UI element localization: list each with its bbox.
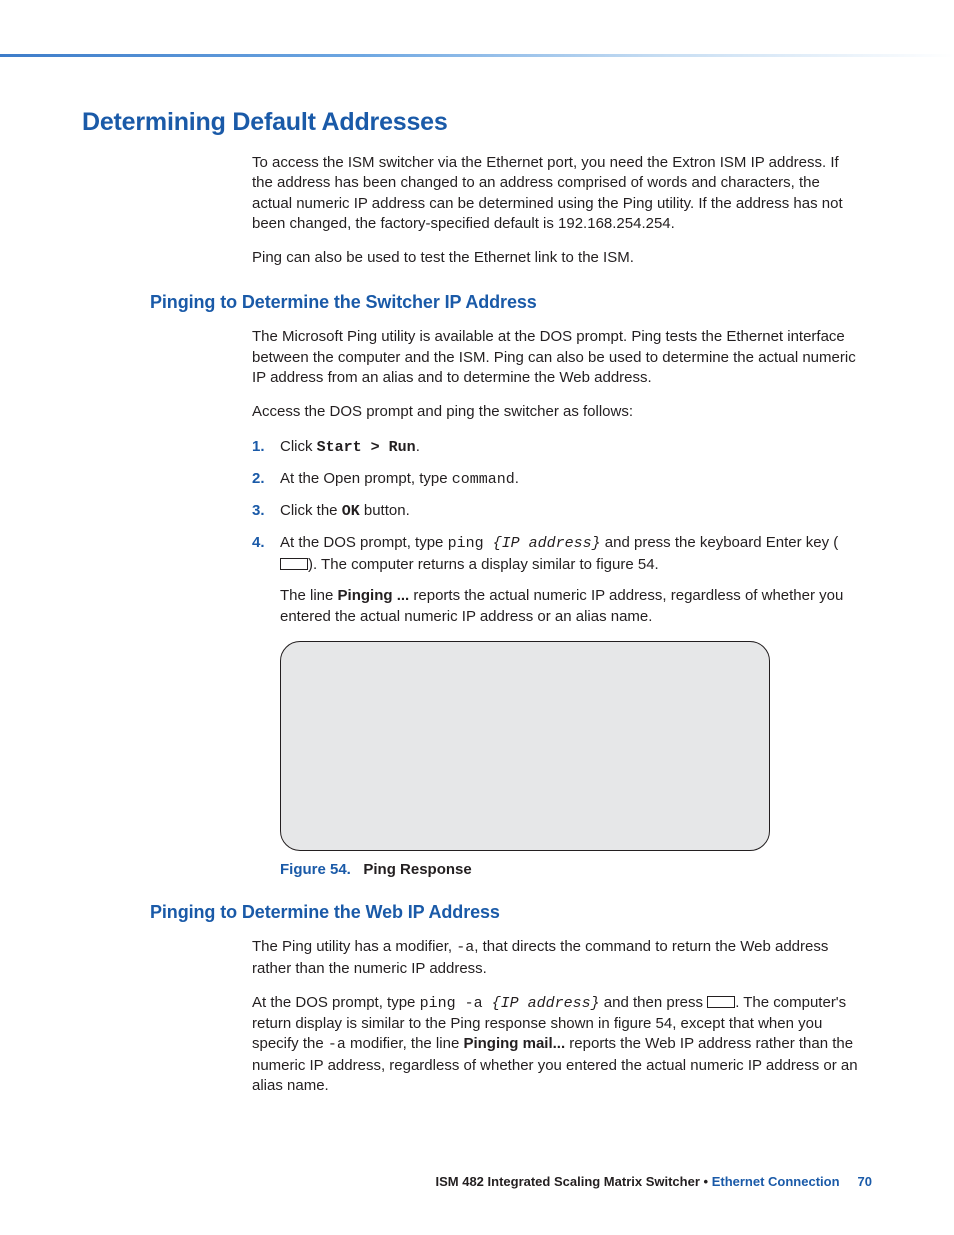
figure-title: Ping Response	[363, 861, 471, 878]
step-bold: Pinging ...	[338, 587, 410, 604]
text: modifier, the line	[346, 1035, 464, 1052]
step-code-arg: {IP address}	[493, 535, 601, 552]
code: -a	[456, 939, 474, 956]
step-4: 4. At the DOS prompt, type ping {IP addr…	[252, 532, 862, 627]
step-text: ). The computer returns a display simila…	[308, 556, 659, 573]
step-text: button.	[360, 502, 410, 519]
code-arg: {IP address}	[492, 995, 600, 1012]
heading-main: Determining Default Addresses	[82, 108, 872, 137]
step-text: At the Open prompt, type	[280, 470, 452, 487]
enter-key-icon	[280, 558, 308, 570]
step-3: 3. Click the OK button.	[252, 500, 862, 522]
step-code: OK	[342, 503, 360, 520]
footer-section: Ethernet Connection	[712, 1174, 840, 1189]
step-number: 3.	[252, 500, 265, 521]
page-footer: ISM 482 Integrated Scaling Matrix Switch…	[435, 1174, 872, 1189]
step-number: 2.	[252, 468, 265, 489]
step-text: At the DOS prompt, type	[280, 534, 448, 551]
figure-54-caption: Figure 54. Ping Response	[280, 861, 872, 878]
text: and then press	[600, 994, 708, 1011]
step-text: Click	[280, 438, 317, 455]
figure-54-box	[280, 641, 770, 851]
section1-paragraph-1: The Microsoft Ping utility is available …	[252, 327, 862, 388]
footer-page-number: 70	[858, 1174, 872, 1189]
steps-list: 1. Click Start > Run. 2. At the Open pro…	[252, 436, 862, 627]
code: ping -a	[420, 995, 492, 1012]
step-text: and press the keyboard Enter key (	[601, 534, 839, 551]
enter-key-icon	[707, 996, 735, 1008]
page-content: Determining Default Addresses To access …	[82, 108, 872, 1110]
page: Determining Default Addresses To access …	[0, 0, 954, 1235]
heading-section-2: Pinging to Determine the Web IP Address	[150, 902, 872, 923]
step-1: 1. Click Start > Run.	[252, 436, 862, 458]
heading-section-1: Pinging to Determine the Switcher IP Add…	[150, 292, 872, 313]
text: At the DOS prompt, type	[252, 994, 420, 1011]
intro-paragraph-2: Ping can also be used to test the Ethern…	[252, 248, 862, 268]
step-text: .	[416, 438, 420, 455]
intro-paragraph-1: To access the ISM switcher via the Ether…	[252, 153, 862, 234]
figure-label: Figure 54.	[280, 861, 351, 878]
step-2: 2. At the Open prompt, type command.	[252, 468, 862, 490]
step-text: .	[515, 470, 519, 487]
section1-paragraph-2: Access the DOS prompt and ping the switc…	[252, 402, 862, 422]
section2-paragraph-2: At the DOS prompt, type ping -a {IP addr…	[252, 993, 862, 1096]
text: The Ping utility has a modifier,	[252, 938, 456, 955]
step-number: 1.	[252, 436, 265, 457]
code: -a	[328, 1036, 346, 1053]
header-gradient-rule	[0, 54, 954, 57]
step-text: The line	[280, 587, 338, 604]
bold-text: Pinging mail...	[463, 1035, 565, 1052]
step-number: 4.	[252, 532, 265, 553]
step-code: Start > Run	[317, 439, 416, 456]
step-code: ping	[448, 535, 493, 552]
step-4-subparagraph: The line Pinging ... reports the actual …	[280, 585, 862, 627]
footer-doc-title: ISM 482 Integrated Scaling Matrix Switch…	[435, 1174, 699, 1189]
footer-separator: •	[700, 1174, 712, 1189]
step-code: command	[452, 471, 515, 488]
section2-paragraph-1: The Ping utility has a modifier, -a, tha…	[252, 937, 862, 979]
step-text: Click the	[280, 502, 342, 519]
